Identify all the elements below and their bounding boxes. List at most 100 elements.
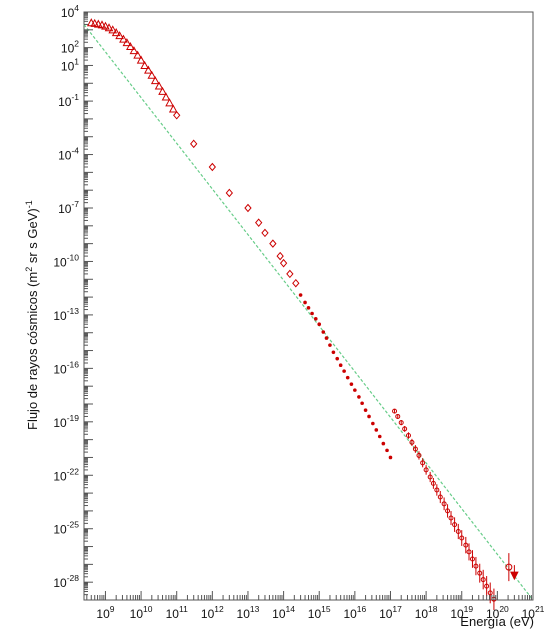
y-tick-label: 10-7 xyxy=(58,199,79,216)
data-point-circle xyxy=(416,452,422,458)
data-point-circle xyxy=(392,408,398,414)
data-point-diamond xyxy=(208,162,216,172)
data-point-diamond xyxy=(279,258,288,268)
data-point-circle xyxy=(420,460,426,466)
data-point-circle xyxy=(342,369,346,373)
data-point-circle xyxy=(434,487,440,493)
data-point-circle xyxy=(385,448,389,453)
data-point-circle xyxy=(423,467,429,473)
y-tick-label: 10-22 xyxy=(53,466,79,483)
data-point-diamond xyxy=(255,218,263,227)
x-tick-label: 1012 xyxy=(201,604,224,621)
data-point-circle xyxy=(441,501,447,507)
y-tick-label: 10-16 xyxy=(53,359,79,376)
data-point-triangle xyxy=(147,70,157,79)
x-tick-label: 1020 xyxy=(486,604,509,621)
data-point-circle xyxy=(321,330,326,334)
data-point-circle xyxy=(353,388,357,392)
data-point-triangle xyxy=(101,21,110,30)
data-point-triangle xyxy=(140,60,149,69)
data-point-triangle xyxy=(104,23,114,32)
data-point-diamond xyxy=(292,278,300,288)
data-point-circle xyxy=(363,408,368,412)
data-point-circle xyxy=(338,363,343,368)
data-point-diamond xyxy=(173,111,181,120)
data-point-circle xyxy=(367,414,371,419)
x-tick-label: 1015 xyxy=(308,604,331,621)
data-point-diamond xyxy=(269,239,277,248)
data-point-triangle xyxy=(97,20,107,29)
y-tick-label: 10-4 xyxy=(58,146,79,163)
data-point-circle xyxy=(398,420,404,426)
data-point-diamond xyxy=(190,139,198,149)
data-points-layer xyxy=(86,18,519,610)
data-point-circle xyxy=(480,577,486,583)
x-tick-label: 1019 xyxy=(450,604,473,621)
y-tick-label: 102 xyxy=(61,39,79,56)
data-point-triangle xyxy=(168,104,178,113)
data-point-circle xyxy=(317,322,322,327)
x-tick-label: 1016 xyxy=(343,604,366,621)
data-point-diamond xyxy=(244,203,252,213)
data-point-circle xyxy=(303,300,307,305)
data-point-circle xyxy=(335,356,340,361)
data-point-circle xyxy=(430,480,436,486)
data-point-triangle xyxy=(108,25,118,34)
data-point-circle xyxy=(349,382,354,386)
y-axis-title-sup2: 2 xyxy=(24,267,34,272)
data-point-triangle xyxy=(136,55,146,64)
data-point-circle xyxy=(463,542,469,548)
x-tick-label: 109 xyxy=(96,604,114,621)
data-point-diamond xyxy=(286,269,294,279)
data-point-triangle xyxy=(129,46,139,55)
data-point-triangle xyxy=(144,65,153,74)
data-point-circle xyxy=(395,413,401,419)
data-point-triangle xyxy=(150,76,160,85)
x-tick-label: 1014 xyxy=(272,604,295,621)
data-point-circle xyxy=(374,428,379,432)
data-point-triangle xyxy=(165,98,174,107)
data-point-triangle xyxy=(133,50,142,59)
fit-line-layer xyxy=(83,24,534,601)
data-point-circle xyxy=(377,434,382,439)
data-point-circle xyxy=(455,528,461,534)
data-point-circle xyxy=(445,508,451,514)
data-point-triangle xyxy=(126,42,135,51)
data-point-circle xyxy=(484,583,490,589)
fit-line xyxy=(83,24,534,601)
y-tick-label: 101 xyxy=(61,56,79,73)
data-point-circle xyxy=(427,474,433,480)
data-point-circle xyxy=(402,426,408,432)
data-point-triangle xyxy=(111,28,121,37)
data-point-circle xyxy=(310,311,314,316)
data-point-circle xyxy=(469,556,475,562)
data-point-circle xyxy=(371,421,375,426)
data-point-circle xyxy=(331,350,336,355)
y-axis-title: Flujo de rayos cósmicos (m2 sr s GeV)-1 xyxy=(24,200,40,430)
data-point-circle xyxy=(466,549,472,555)
data-point-circle-open xyxy=(505,563,513,571)
y-tick-label: 10-13 xyxy=(53,306,79,323)
x-tick-label: 1010 xyxy=(130,604,153,621)
y-axis-title-unit: sr s GeV) xyxy=(25,208,40,267)
data-point-circle xyxy=(345,375,350,380)
y-tick-label: 10-19 xyxy=(53,413,79,430)
data-point-circle xyxy=(405,433,411,439)
data-point-circle xyxy=(360,401,364,406)
data-point-triangle xyxy=(93,19,103,28)
data-point-circle xyxy=(306,306,311,310)
data-point-circle xyxy=(357,395,361,399)
y-axis-title-text: Flujo de rayos cósmicos (m xyxy=(25,272,40,430)
data-point-circle xyxy=(388,455,393,460)
y-tick-label: 10-28 xyxy=(53,573,79,590)
data-point-upper-limit xyxy=(510,571,519,581)
x-tick-label: 1017 xyxy=(379,604,402,621)
y-tick-label: 104 xyxy=(61,3,79,20)
x-axis-title: Energía (eV) xyxy=(460,614,534,629)
data-point-circle xyxy=(409,439,415,445)
x-tick-label: 1018 xyxy=(415,604,438,621)
data-point-triangle xyxy=(115,31,124,40)
x-tick-label: 1021 xyxy=(522,604,545,621)
